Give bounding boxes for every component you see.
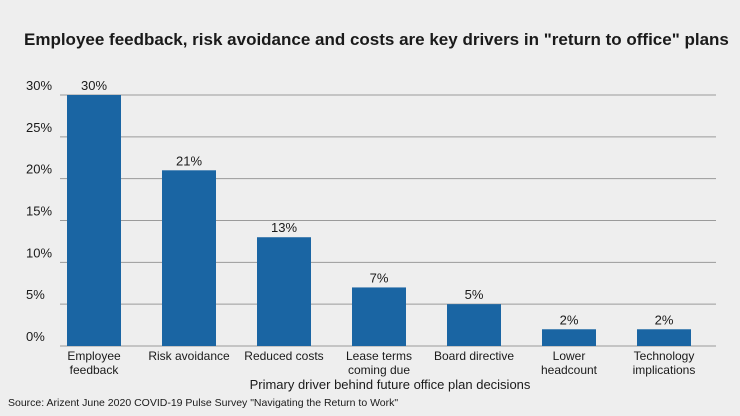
x-tick-label: Technology implications: [633, 349, 696, 377]
x-tick-label: Lease terms coming due: [346, 349, 412, 377]
y-tick-label: 30%: [26, 78, 52, 93]
bar-value-label: 30%: [81, 78, 107, 93]
x-axis-label: Primary driver behind future office plan…: [249, 377, 531, 392]
x-tick-label: Employee feedback: [67, 349, 121, 377]
y-tick-label: 25%: [26, 120, 52, 135]
bar: [162, 170, 216, 346]
bar: [257, 237, 311, 346]
y-tick-label: 10%: [26, 245, 52, 260]
chart-title: Employee feedback, risk avoidance and co…: [24, 30, 729, 49]
y-tick-label: 0%: [26, 329, 45, 344]
category-labels: Employee feedback Risk avoidance Reduced co…: [67, 349, 695, 377]
bar: [542, 329, 596, 346]
y-axis-ticks: 0% 5% 10% 15% 20% 25% 30%: [26, 78, 52, 344]
bar: [352, 287, 406, 346]
bar: [447, 304, 501, 346]
bar-value-label: 5%: [465, 287, 484, 302]
x-tick-label: Risk avoidance: [148, 349, 230, 363]
value-labels: 30% 21% 13% 7% 5% 2% 2%: [81, 78, 674, 327]
y-tick-label: 20%: [26, 162, 52, 177]
bar-value-label: 2%: [655, 312, 674, 327]
x-tick-label: Reduced costs: [244, 349, 323, 363]
x-tick-label: Lower headcount: [541, 349, 598, 377]
x-tick-label: Board directive: [434, 349, 514, 363]
bar: [637, 329, 691, 346]
bar-value-label: 2%: [560, 312, 579, 327]
bars: [67, 95, 691, 346]
bar: [67, 95, 121, 346]
y-tick-label: 5%: [26, 287, 45, 302]
bar-value-label: 13%: [271, 220, 297, 235]
y-tick-label: 15%: [26, 204, 52, 219]
bar-value-label: 7%: [370, 270, 389, 285]
source-note: Source: Arizent June 2020 COVID-19 Pulse…: [8, 397, 399, 409]
bar-value-label: 21%: [176, 153, 202, 168]
